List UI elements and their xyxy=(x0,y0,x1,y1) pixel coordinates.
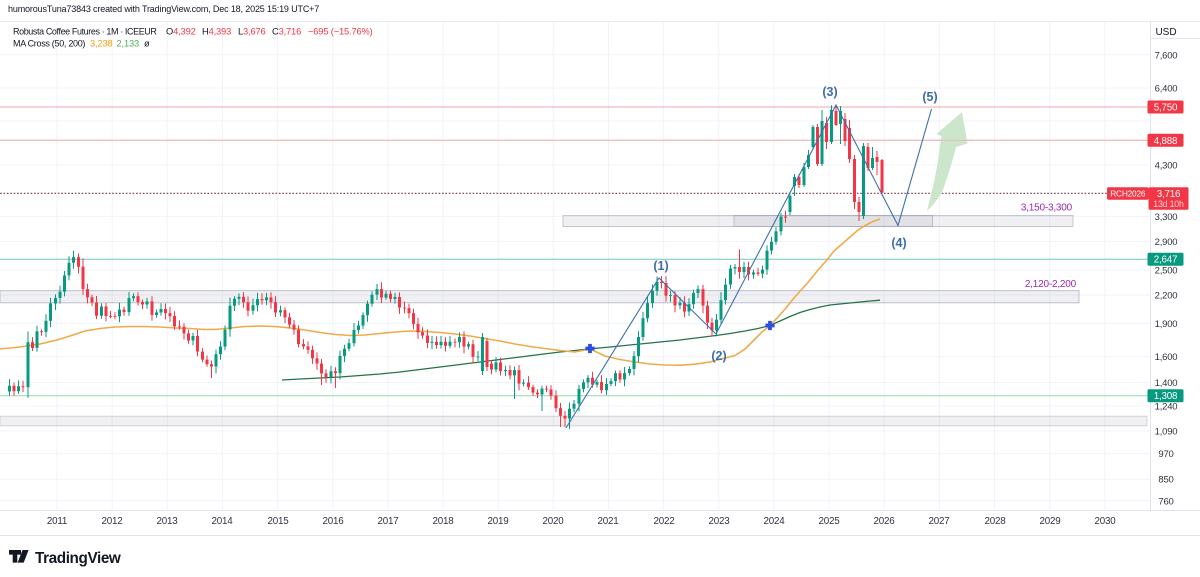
svg-text:2,120-2,200: 2,120-2,200 xyxy=(1025,279,1077,290)
svg-text:2011: 2011 xyxy=(47,516,67,527)
svg-text:2018: 2018 xyxy=(433,516,455,527)
svg-text:3,150-3,300: 3,150-3,300 xyxy=(1021,203,1073,214)
svg-text:(3): (3) xyxy=(822,85,837,99)
svg-text:(5): (5) xyxy=(922,90,937,104)
svg-text:1,240: 1,240 xyxy=(1155,402,1178,413)
svg-text:1,308: 1,308 xyxy=(1154,391,1178,402)
svg-text:2,647: 2,647 xyxy=(1154,255,1178,266)
svg-text:2020: 2020 xyxy=(543,516,565,527)
svg-text:2012: 2012 xyxy=(102,516,123,527)
svg-text:4,888: 4,888 xyxy=(1154,136,1178,147)
svg-text:1,600: 1,600 xyxy=(1155,352,1178,363)
svg-text:(4): (4) xyxy=(891,236,906,250)
svg-text:2016: 2016 xyxy=(323,516,345,527)
svg-text:3,716: 3,716 xyxy=(1157,189,1181,200)
svg-text:2022: 2022 xyxy=(654,516,675,527)
svg-text:5,750: 5,750 xyxy=(1154,103,1178,114)
svg-text:USD: USD xyxy=(1155,27,1176,38)
svg-text:2025: 2025 xyxy=(819,516,841,527)
svg-text:2026: 2026 xyxy=(874,516,896,527)
svg-text:(2): (2) xyxy=(711,349,726,363)
svg-text:4,300: 4,300 xyxy=(1155,161,1178,172)
svg-text:2021: 2021 xyxy=(598,516,619,527)
svg-text:850: 850 xyxy=(1158,475,1173,486)
svg-text:6,400: 6,400 xyxy=(1155,84,1178,95)
svg-text:13d 10h: 13d 10h xyxy=(1153,199,1184,209)
svg-text:3,300: 3,300 xyxy=(1155,212,1178,223)
svg-text:(1): (1) xyxy=(653,259,668,273)
svg-text:1,400: 1,400 xyxy=(1155,378,1178,389)
svg-text:1,900: 1,900 xyxy=(1155,319,1178,330)
svg-text:2030: 2030 xyxy=(1095,516,1117,527)
svg-text:2013: 2013 xyxy=(157,516,179,527)
svg-text:760: 760 xyxy=(1158,496,1173,507)
svg-text:humorousTuna73843 created with: humorousTuna73843 created with TradingVi… xyxy=(8,4,319,14)
svg-text:TradingView: TradingView xyxy=(35,550,121,567)
svg-text:2028: 2028 xyxy=(985,516,1007,527)
svg-text:2015: 2015 xyxy=(268,516,290,527)
svg-text:1,090: 1,090 xyxy=(1155,427,1178,438)
svg-text:970: 970 xyxy=(1158,449,1173,460)
svg-text:2024: 2024 xyxy=(764,516,786,527)
svg-text:Robusta Coffee Futures · 1M ·: Robusta Coffee Futures · 1M · ICEEUR O4,3… xyxy=(13,27,373,37)
svg-text:2027: 2027 xyxy=(929,516,950,527)
svg-text:2017: 2017 xyxy=(378,516,399,527)
svg-text:7,600: 7,600 xyxy=(1155,50,1178,61)
svg-text:2029: 2029 xyxy=(1040,516,1061,527)
svg-text:2,200: 2,200 xyxy=(1155,291,1178,302)
svg-text:RCH2026: RCH2026 xyxy=(1110,189,1146,199)
svg-text:2,500: 2,500 xyxy=(1155,266,1178,277)
svg-text:2,900: 2,900 xyxy=(1155,237,1178,248)
svg-text:2014: 2014 xyxy=(212,516,234,527)
svg-text:2019: 2019 xyxy=(488,516,509,527)
svg-text:2023: 2023 xyxy=(709,516,731,527)
